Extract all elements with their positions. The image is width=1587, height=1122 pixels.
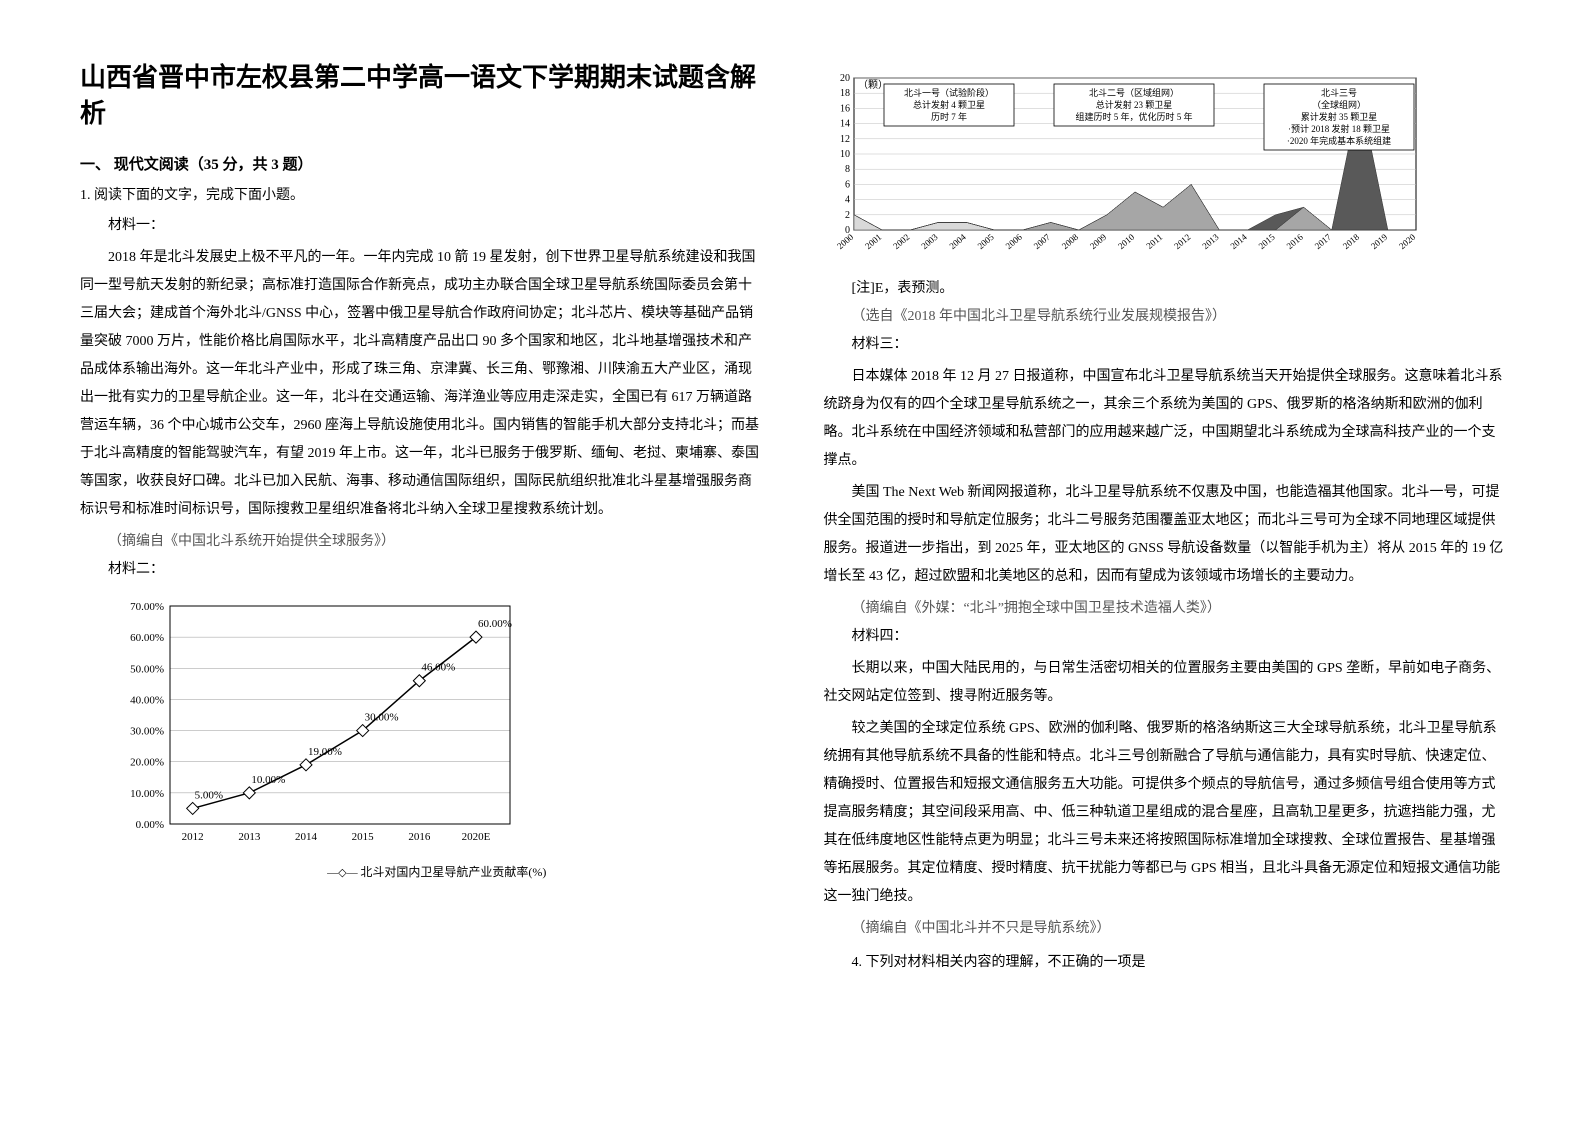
svg-text:10.00%: 10.00% xyxy=(251,774,285,786)
svg-text:2012: 2012 xyxy=(1172,232,1192,251)
right-column: 02468101214161820（颗）20002001200220032004… xyxy=(824,60,1508,979)
svg-text:60.00%: 60.00% xyxy=(478,618,512,630)
material-2-label: 材料二： xyxy=(108,556,764,584)
svg-text:总计发射 4 颗卫星: 总计发射 4 颗卫星 xyxy=(912,99,984,110)
chart-1-contribution-rate: 0.00% 10.00% 20.00% 30.00% 40.00% 50.00% 60.00… xyxy=(110,594,764,880)
chart-1-legend: —◇— 北斗对国内卫星导航产业贡献率(%) xyxy=(110,863,764,880)
material-4-paragraph-1: 长期以来，中国大陆民用的，与日常生活密切相关的位置服务主要由美国的 GPS 垄断… xyxy=(824,655,1508,711)
svg-text:19.00%: 19.00% xyxy=(308,746,342,758)
svg-text:2001: 2001 xyxy=(863,232,883,251)
svg-text:30.00%: 30.00% xyxy=(365,711,399,723)
material-1-citation: （摘编自《中国北斗系统开始提供全球服务》） xyxy=(108,528,764,556)
svg-text:18: 18 xyxy=(840,88,850,99)
svg-text:2013: 2013 xyxy=(1200,232,1221,252)
svg-text:2008: 2008 xyxy=(1059,232,1080,252)
chart-2-note: [注]E，表预测。 xyxy=(852,275,1508,303)
material-3-paragraph-1: 日本媒体 2018 年 12 月 27 日报道称，中国宣布北斗卫星导航系统当天开… xyxy=(824,363,1508,475)
svg-text:北斗二号（区域组网）: 北斗二号（区域组网） xyxy=(1088,87,1178,98)
svg-text:5.00%: 5.00% xyxy=(195,789,223,801)
svg-text:10: 10 xyxy=(840,149,850,160)
svg-text:2005: 2005 xyxy=(975,232,996,252)
svg-text:46.00%: 46.00% xyxy=(421,662,455,674)
material-3-citation: （摘编自《外媒：“北斗”拥抱全球中国卫星技术造福人类》） xyxy=(852,595,1508,623)
left-column: 山西省晋中市左权县第二中学高一语文下学期期末试题含解析 一、 现代文阅读（35 … xyxy=(80,60,764,979)
svg-text:60.00%: 60.00% xyxy=(130,632,164,644)
svg-text:2006: 2006 xyxy=(1003,232,1024,252)
svg-text:（全球组网）: （全球组网） xyxy=(1311,99,1365,110)
svg-text:·2020 年完成基本系统组建: ·2020 年完成基本系统组建 xyxy=(1286,135,1390,146)
svg-text:40.00%: 40.00% xyxy=(130,694,164,706)
svg-text:50.00%: 50.00% xyxy=(130,663,164,675)
svg-text:累计发射 35 颗卫星: 累计发射 35 颗卫星 xyxy=(1300,111,1377,122)
chart-1-svg: 0.00% 10.00% 20.00% 30.00% 40.00% 50.00% 60.00… xyxy=(110,594,530,854)
svg-text:2014: 2014 xyxy=(1228,232,1249,252)
svg-text:20.00%: 20.00% xyxy=(130,756,164,768)
svg-text:2016: 2016 xyxy=(408,831,431,843)
material-3-paragraph-2: 美国 The Next Web 新闻网报道称，北斗卫星导航系统不仅惠及中国，也能… xyxy=(824,479,1508,591)
svg-text:2: 2 xyxy=(845,210,850,221)
chart-2-svg: 02468101214161820（颗）20002001200220032004… xyxy=(824,70,1424,260)
svg-text:20: 20 xyxy=(840,73,850,84)
svg-text:2018: 2018 xyxy=(1340,232,1361,252)
svg-text:2009: 2009 xyxy=(1087,232,1108,252)
svg-text:14: 14 xyxy=(840,119,850,130)
page-title: 山西省晋中市左权县第二中学高一语文下学期期末试题含解析 xyxy=(80,60,764,133)
svg-text:总计发射 23 颗卫星: 总计发射 23 颗卫星 xyxy=(1095,99,1172,110)
svg-text:8: 8 xyxy=(845,164,850,175)
material-3-label: 材料三： xyxy=(852,331,1508,359)
material-2-citation: （选自《2018 年中国北斗卫星导航系统行业发展规模报告》） xyxy=(852,303,1508,331)
svg-text:2010: 2010 xyxy=(1116,232,1137,252)
svg-text:2020: 2020 xyxy=(1397,232,1418,252)
svg-text:2016: 2016 xyxy=(1284,232,1305,252)
svg-text:2000: 2000 xyxy=(835,232,856,252)
material-4-citation: （摘编自《中国北斗并不只是导航系统》） xyxy=(852,915,1508,943)
svg-text:10.00%: 10.00% xyxy=(130,788,164,800)
svg-text:2014: 2014 xyxy=(295,831,318,843)
svg-text:2019: 2019 xyxy=(1368,232,1389,252)
svg-text:2013: 2013 xyxy=(238,831,260,843)
question-4-stem: 4. 下列对材料相关内容的理解，不正确的一项是 xyxy=(852,951,1508,971)
svg-text:0.00%: 0.00% xyxy=(136,819,164,831)
svg-text:（颗）: （颗） xyxy=(858,79,888,91)
material-4-label: 材料四： xyxy=(852,623,1508,651)
chart-1-legend-text: 北斗对国内卫星导航产业贡献率(%) xyxy=(360,865,546,879)
svg-text:2015: 2015 xyxy=(1256,232,1277,252)
svg-text:30.00%: 30.00% xyxy=(130,725,164,737)
svg-text:16: 16 xyxy=(840,103,850,114)
svg-text:·预计 2018 发射 18 颗卫星: ·预计 2018 发射 18 颗卫星 xyxy=(1288,123,1390,134)
material-1-paragraph: 2018 年是北斗发展史上极不平凡的一年。一年内完成 10 箭 19 星发射，创… xyxy=(80,244,764,524)
material-4-paragraph-2: 较之美国的全球定位系统 GPS、欧洲的伽利略、俄罗斯的格洛纳斯这三大全球导航系统… xyxy=(824,715,1508,911)
svg-text:12: 12 xyxy=(840,134,850,145)
svg-text:2012: 2012 xyxy=(182,831,204,843)
material-1-label: 材料一： xyxy=(108,212,764,240)
svg-text:北斗一号（试验阶段）: 北斗一号（试验阶段） xyxy=(903,87,993,98)
svg-text:4: 4 xyxy=(845,195,850,206)
svg-text:北斗三号: 北斗三号 xyxy=(1320,88,1356,98)
svg-text:2020E: 2020E xyxy=(462,831,491,843)
svg-text:70.00%: 70.00% xyxy=(130,601,164,613)
section-heading: 一、 现代文阅读（35 分，共 3 题） xyxy=(80,153,764,174)
svg-text:2015: 2015 xyxy=(352,831,375,843)
svg-text:2003: 2003 xyxy=(919,232,940,252)
svg-text:2017: 2017 xyxy=(1312,232,1333,252)
chart-2-launches: 02468101214161820（颗）20002001200220032004… xyxy=(824,70,1508,265)
svg-text:组建历时 5 年，优化历时 5 年: 组建历时 5 年，优化历时 5 年 xyxy=(1075,111,1192,122)
svg-text:2011: 2011 xyxy=(1144,232,1164,251)
svg-text:2004: 2004 xyxy=(947,232,968,252)
svg-text:2007: 2007 xyxy=(1031,232,1052,252)
svg-text:6: 6 xyxy=(845,179,850,190)
svg-text:2002: 2002 xyxy=(891,232,911,251)
svg-text:历时 7 年: 历时 7 年 xyxy=(930,111,966,122)
question-1-stem: 1. 阅读下面的文字，完成下面小题。 xyxy=(80,184,764,204)
